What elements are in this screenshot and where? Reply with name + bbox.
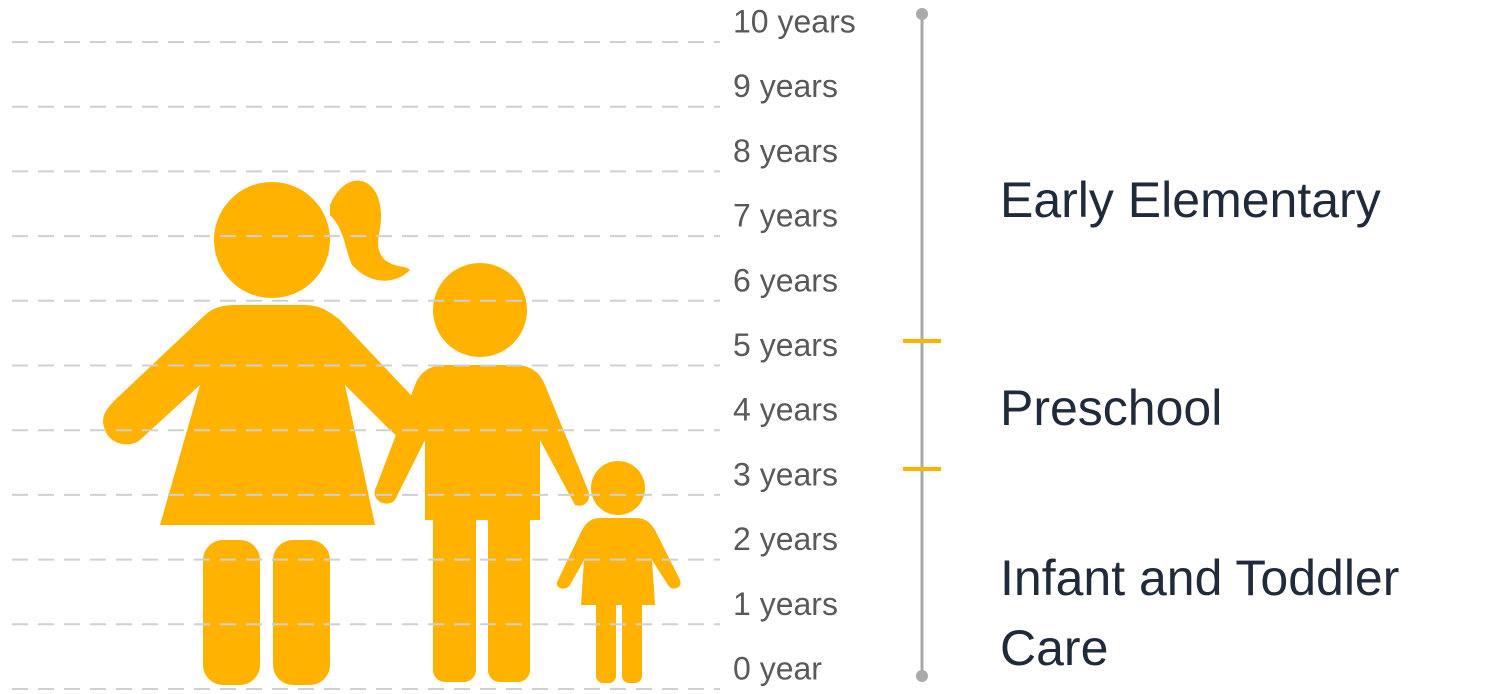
timeline-end: [916, 670, 928, 682]
age-label: 2 years: [733, 521, 838, 557]
page: 10 years 9 years 8 years 7 years 6 years 5 ye…: [0, 0, 1492, 694]
age-label: 10 years: [733, 3, 856, 39]
stage-label: Infant and Toddler Care: [1000, 543, 1492, 683]
age-label: 1 years: [733, 586, 838, 622]
age-label: 6 years: [733, 262, 838, 298]
stage-label: Preschool: [1000, 373, 1492, 443]
family-figures: [103, 181, 680, 685]
age-label: 9 years: [733, 68, 838, 104]
age-label: 5 years: [733, 327, 838, 363]
timeline-end: [916, 8, 928, 20]
age-label: 8 years: [733, 133, 838, 169]
stage-label: Early Elementary: [1000, 165, 1492, 235]
age-label: 3 years: [733, 456, 838, 492]
age-label: 0 year: [733, 650, 822, 686]
age-label: 4 years: [733, 392, 838, 428]
age-label: 7 years: [733, 198, 838, 234]
